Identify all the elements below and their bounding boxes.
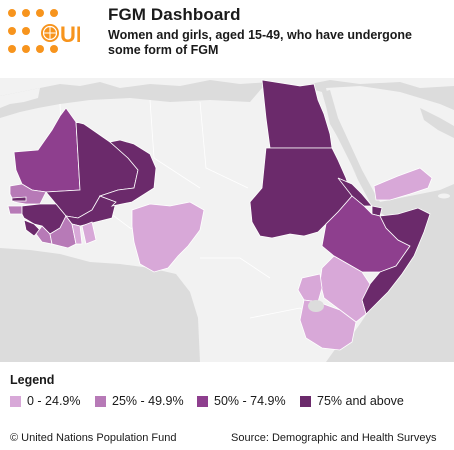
page-title: FGM Dashboard xyxy=(108,5,241,24)
country-kenya[interactable] xyxy=(319,255,371,323)
country-gambia[interactable] xyxy=(11,196,27,202)
land-iberia xyxy=(0,88,40,108)
gulf-of-aden xyxy=(372,190,454,218)
source-text: Source: Demographic and Health Surveys xyxy=(231,432,437,444)
map-canvas[interactable] xyxy=(0,78,454,362)
legend-item-50-74[interactable]: 50% - 74.9% xyxy=(197,392,286,410)
header: UN FGM Dashboard Women and girls, aged 1… xyxy=(0,0,454,78)
legend-swatch-75-plus xyxy=(300,395,311,407)
legend-label-50-74: 50% - 74.9% xyxy=(214,394,286,408)
country-guinea-bissau[interactable] xyxy=(7,205,23,215)
map[interactable] xyxy=(0,78,454,362)
legend-label-75-plus: 75% and above xyxy=(317,394,404,408)
country-ghana[interactable] xyxy=(71,223,83,245)
legend-title: Legend xyxy=(10,373,55,387)
gulf-of-guinea xyxy=(0,248,200,362)
copyright-text: © United Nations Population Fund xyxy=(10,432,177,444)
country-egypt[interactable] xyxy=(261,79,333,149)
page-subtitle: Women and girls, aged 15-49, who have un… xyxy=(108,28,412,57)
logo-text: UN xyxy=(60,22,80,47)
persian-gulf xyxy=(420,108,454,138)
country-tanzania[interactable] xyxy=(299,299,357,351)
country-sudan[interactable] xyxy=(249,147,353,239)
lake-victoria xyxy=(308,300,324,312)
legend-swatch-25-49 xyxy=(95,395,106,407)
country-benin[interactable] xyxy=(81,221,97,245)
legend-swatch-50-74 xyxy=(197,395,208,407)
legend-swatch-0-24 xyxy=(10,395,21,407)
legend-label-0-24: 0 - 24.9% xyxy=(27,394,81,408)
legend-label-25-49: 25% - 49.9% xyxy=(112,394,184,408)
red-sea xyxy=(322,90,380,206)
legend-item-75-plus[interactable]: 75% and above xyxy=(300,392,404,410)
land-europe xyxy=(0,78,454,96)
country-somalia[interactable] xyxy=(361,207,431,315)
country-nigeria[interactable] xyxy=(131,201,205,273)
legend: 0 - 24.9% 25% - 49.9% 50% - 74.9% 75% an… xyxy=(10,392,450,410)
legend-item-25-49[interactable]: 25% - 49.9% xyxy=(95,392,184,410)
country-yemen[interactable] xyxy=(373,167,433,201)
unfpa-logo[interactable]: UN xyxy=(6,8,80,60)
island-socotra xyxy=(438,193,450,199)
legend-item-0-24[interactable]: 0 - 24.9% xyxy=(10,392,81,410)
country-niger[interactable] xyxy=(98,139,157,207)
